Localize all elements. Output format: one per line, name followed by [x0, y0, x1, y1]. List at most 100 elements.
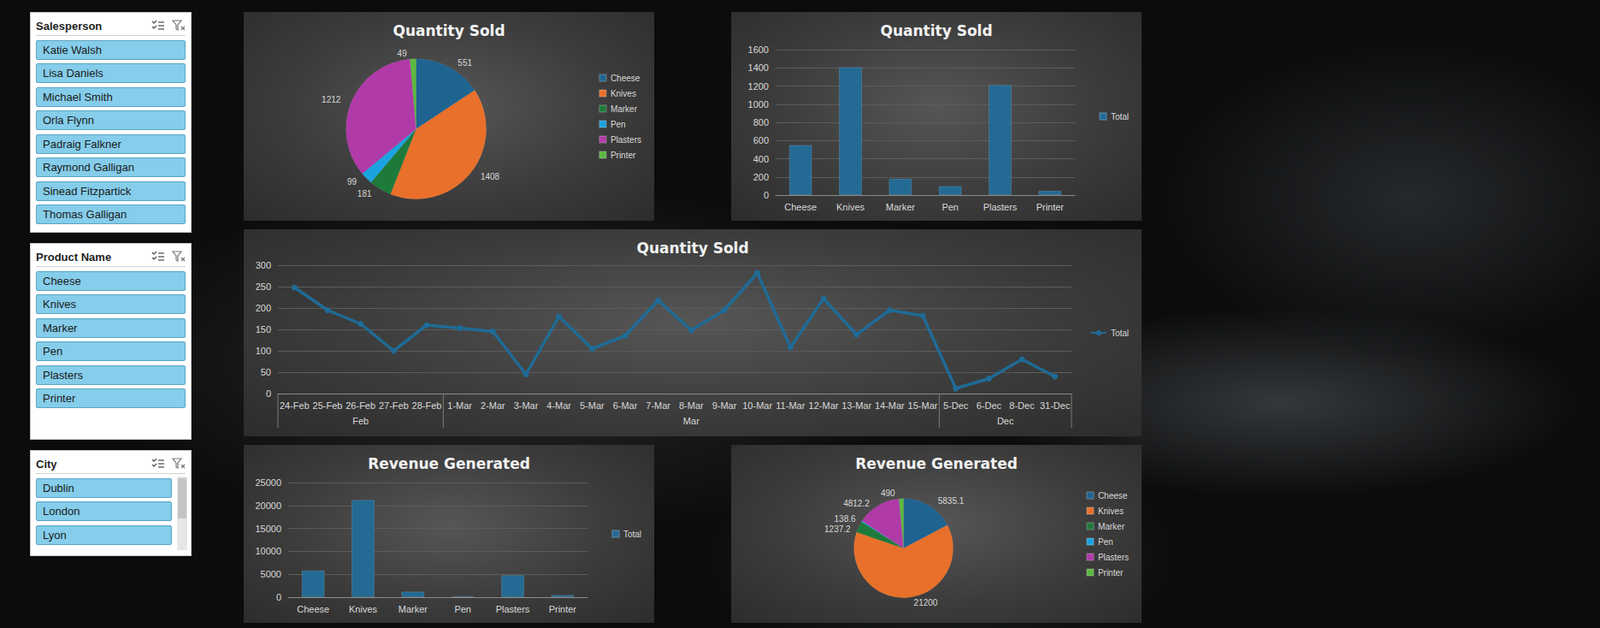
svg-text:600: 600: [753, 135, 769, 146]
svg-text:6-Dec: 6-Dec: [976, 400, 1003, 411]
svg-text:181: 181: [357, 188, 372, 199]
svg-text:0: 0: [276, 591, 282, 603]
svg-text:25-Feb: 25-Feb: [312, 400, 343, 411]
svg-text:10-Mar: 10-Mar: [742, 400, 773, 411]
svg-text:25000: 25000: [254, 477, 282, 488]
html-text:Raymond Galligan: Raymond Galligan: [42, 160, 135, 174]
svg-text:1400: 1400: [748, 62, 769, 73]
svg-text:Cheese: Cheese: [296, 603, 330, 615]
svg-text:Marker: Marker: [885, 201, 916, 213]
svg-text:13-Mar: 13-Mar: [841, 400, 872, 411]
svg-text:Cheese: Cheese: [610, 73, 641, 83]
svg-text:Knives: Knives: [610, 88, 637, 99]
svg-text:5835.1: 5835.1: [938, 495, 965, 506]
svg-text:21200: 21200: [914, 597, 939, 608]
svg-text:24-Feb: 24-Feb: [279, 400, 310, 411]
svg-text:Total: Total: [623, 529, 642, 539]
svg-text:0: 0: [265, 388, 272, 399]
svg-text:551: 551: [457, 58, 473, 68]
svg-text:Quantity Sold: Quantity Sold: [636, 239, 749, 257]
svg-text:400: 400: [753, 153, 769, 165]
svg-text:Pen: Pen: [1098, 537, 1114, 547]
svg-text:150: 150: [255, 324, 272, 335]
svg-text:10000: 10000: [254, 545, 282, 556]
svg-text:200: 200: [255, 302, 272, 313]
svg-text:138.6: 138.6: [834, 513, 857, 524]
svg-text:Marker: Marker: [610, 104, 638, 114]
html-text:Salesperson: Salesperson: [35, 19, 103, 33]
html-text:Orla Flynn: Orla Flynn: [42, 113, 95, 127]
svg-text:Plasters: Plasters: [1098, 552, 1129, 562]
svg-text:15000: 15000: [254, 523, 282, 534]
svg-text:Printer: Printer: [549, 603, 578, 615]
svg-text:3-Mar: 3-Mar: [513, 400, 539, 411]
svg-text:800: 800: [753, 117, 769, 128]
svg-text:27-Feb: 27-Feb: [378, 400, 409, 411]
svg-text:1408: 1408: [480, 171, 501, 182]
svg-text:Printer: Printer: [1098, 567, 1124, 578]
svg-text:0: 0: [763, 189, 769, 201]
svg-text:Total: Total: [1110, 112, 1129, 122]
html-text:Katie Walsh: Katie Walsh: [42, 43, 102, 57]
svg-text:Printer: Printer: [1036, 201, 1065, 213]
svg-text:49: 49: [397, 48, 408, 59]
svg-text:8-Dec: 8-Dec: [1009, 400, 1035, 411]
svg-text:Pen: Pen: [610, 119, 626, 130]
svg-text:11-Mar: 11-Mar: [775, 400, 805, 411]
svg-text:12-Mar: 12-Mar: [808, 400, 839, 411]
svg-text:1600: 1600: [748, 44, 769, 55]
svg-text:Pen: Pen: [454, 603, 472, 615]
svg-text:1000: 1000: [748, 99, 769, 110]
svg-text:Plasters: Plasters: [983, 201, 1018, 213]
svg-text:7-Mar: 7-Mar: [645, 400, 671, 411]
svg-text:100: 100: [255, 345, 272, 356]
svg-text:28-Feb: 28-Feb: [412, 400, 443, 411]
html-text:Padraig Falkner: Padraig Falkner: [42, 137, 122, 151]
svg-text:1237.2: 1237.2: [824, 524, 851, 534]
svg-text:Plasters: Plasters: [495, 603, 531, 615]
svg-text:1200: 1200: [748, 81, 769, 92]
svg-text:Knives: Knives: [1098, 506, 1124, 516]
svg-text:Marker: Marker: [398, 603, 429, 615]
svg-text:490: 490: [880, 488, 896, 498]
html-text:Michael Smith: Michael Smith: [42, 90, 113, 104]
svg-text:Quantity Sold: Quantity Sold: [879, 22, 992, 40]
svg-text:14-Mar: 14-Mar: [874, 400, 905, 411]
svg-text:26-Feb: 26-Feb: [345, 400, 376, 411]
svg-text:5-Mar: 5-Mar: [579, 400, 605, 411]
svg-text:Cheese: Cheese: [784, 201, 817, 213]
svg-text:Pen: Pen: [941, 201, 959, 213]
svg-text:Knives: Knives: [348, 603, 378, 615]
svg-text:Marker: Marker: [1098, 521, 1126, 532]
svg-text:1-Mar: 1-Mar: [447, 400, 473, 411]
svg-text:20000: 20000: [254, 500, 282, 511]
svg-text:5000: 5000: [260, 568, 282, 579]
svg-text:6-Mar: 6-Mar: [613, 400, 638, 411]
svg-text:Revenue Generated: Revenue Generated: [855, 454, 1018, 473]
svg-text:15-Mar: 15-Mar: [908, 400, 939, 411]
svg-text:300: 300: [255, 259, 272, 271]
svg-text:Total: Total: [1110, 328, 1129, 338]
svg-text:1212: 1212: [321, 94, 342, 105]
svg-text:5-Dec: 5-Dec: [943, 400, 969, 411]
svg-text:2-Mar: 2-Mar: [480, 400, 506, 411]
svg-text:Feb: Feb: [352, 415, 369, 426]
html-text:Lisa Daniels: Lisa Daniels: [42, 66, 104, 80]
svg-text:200: 200: [753, 171, 769, 183]
svg-text:Plasters: Plasters: [610, 135, 642, 145]
svg-text:Printer: Printer: [610, 150, 637, 160]
svg-text:9-Mar: 9-Mar: [712, 400, 738, 411]
svg-text:Knives: Knives: [836, 201, 866, 213]
svg-text:Dec: Dec: [997, 415, 1015, 426]
svg-text:Quantity Sold: Quantity Sold: [392, 22, 505, 40]
svg-text:Mar: Mar: [683, 415, 700, 426]
svg-text:50: 50: [260, 366, 272, 378]
svg-text:4-Mar: 4-Mar: [546, 400, 572, 411]
svg-text:Revenue Generated: Revenue Generated: [367, 454, 531, 473]
svg-text:Cheese: Cheese: [1098, 490, 1128, 501]
svg-text:31-Dec: 31-Dec: [1039, 400, 1071, 411]
svg-text:4812.2: 4812.2: [843, 498, 870, 508]
svg-text:99: 99: [347, 177, 358, 187]
svg-text:8-Mar: 8-Mar: [678, 400, 704, 411]
svg-text:250: 250: [255, 281, 272, 292]
